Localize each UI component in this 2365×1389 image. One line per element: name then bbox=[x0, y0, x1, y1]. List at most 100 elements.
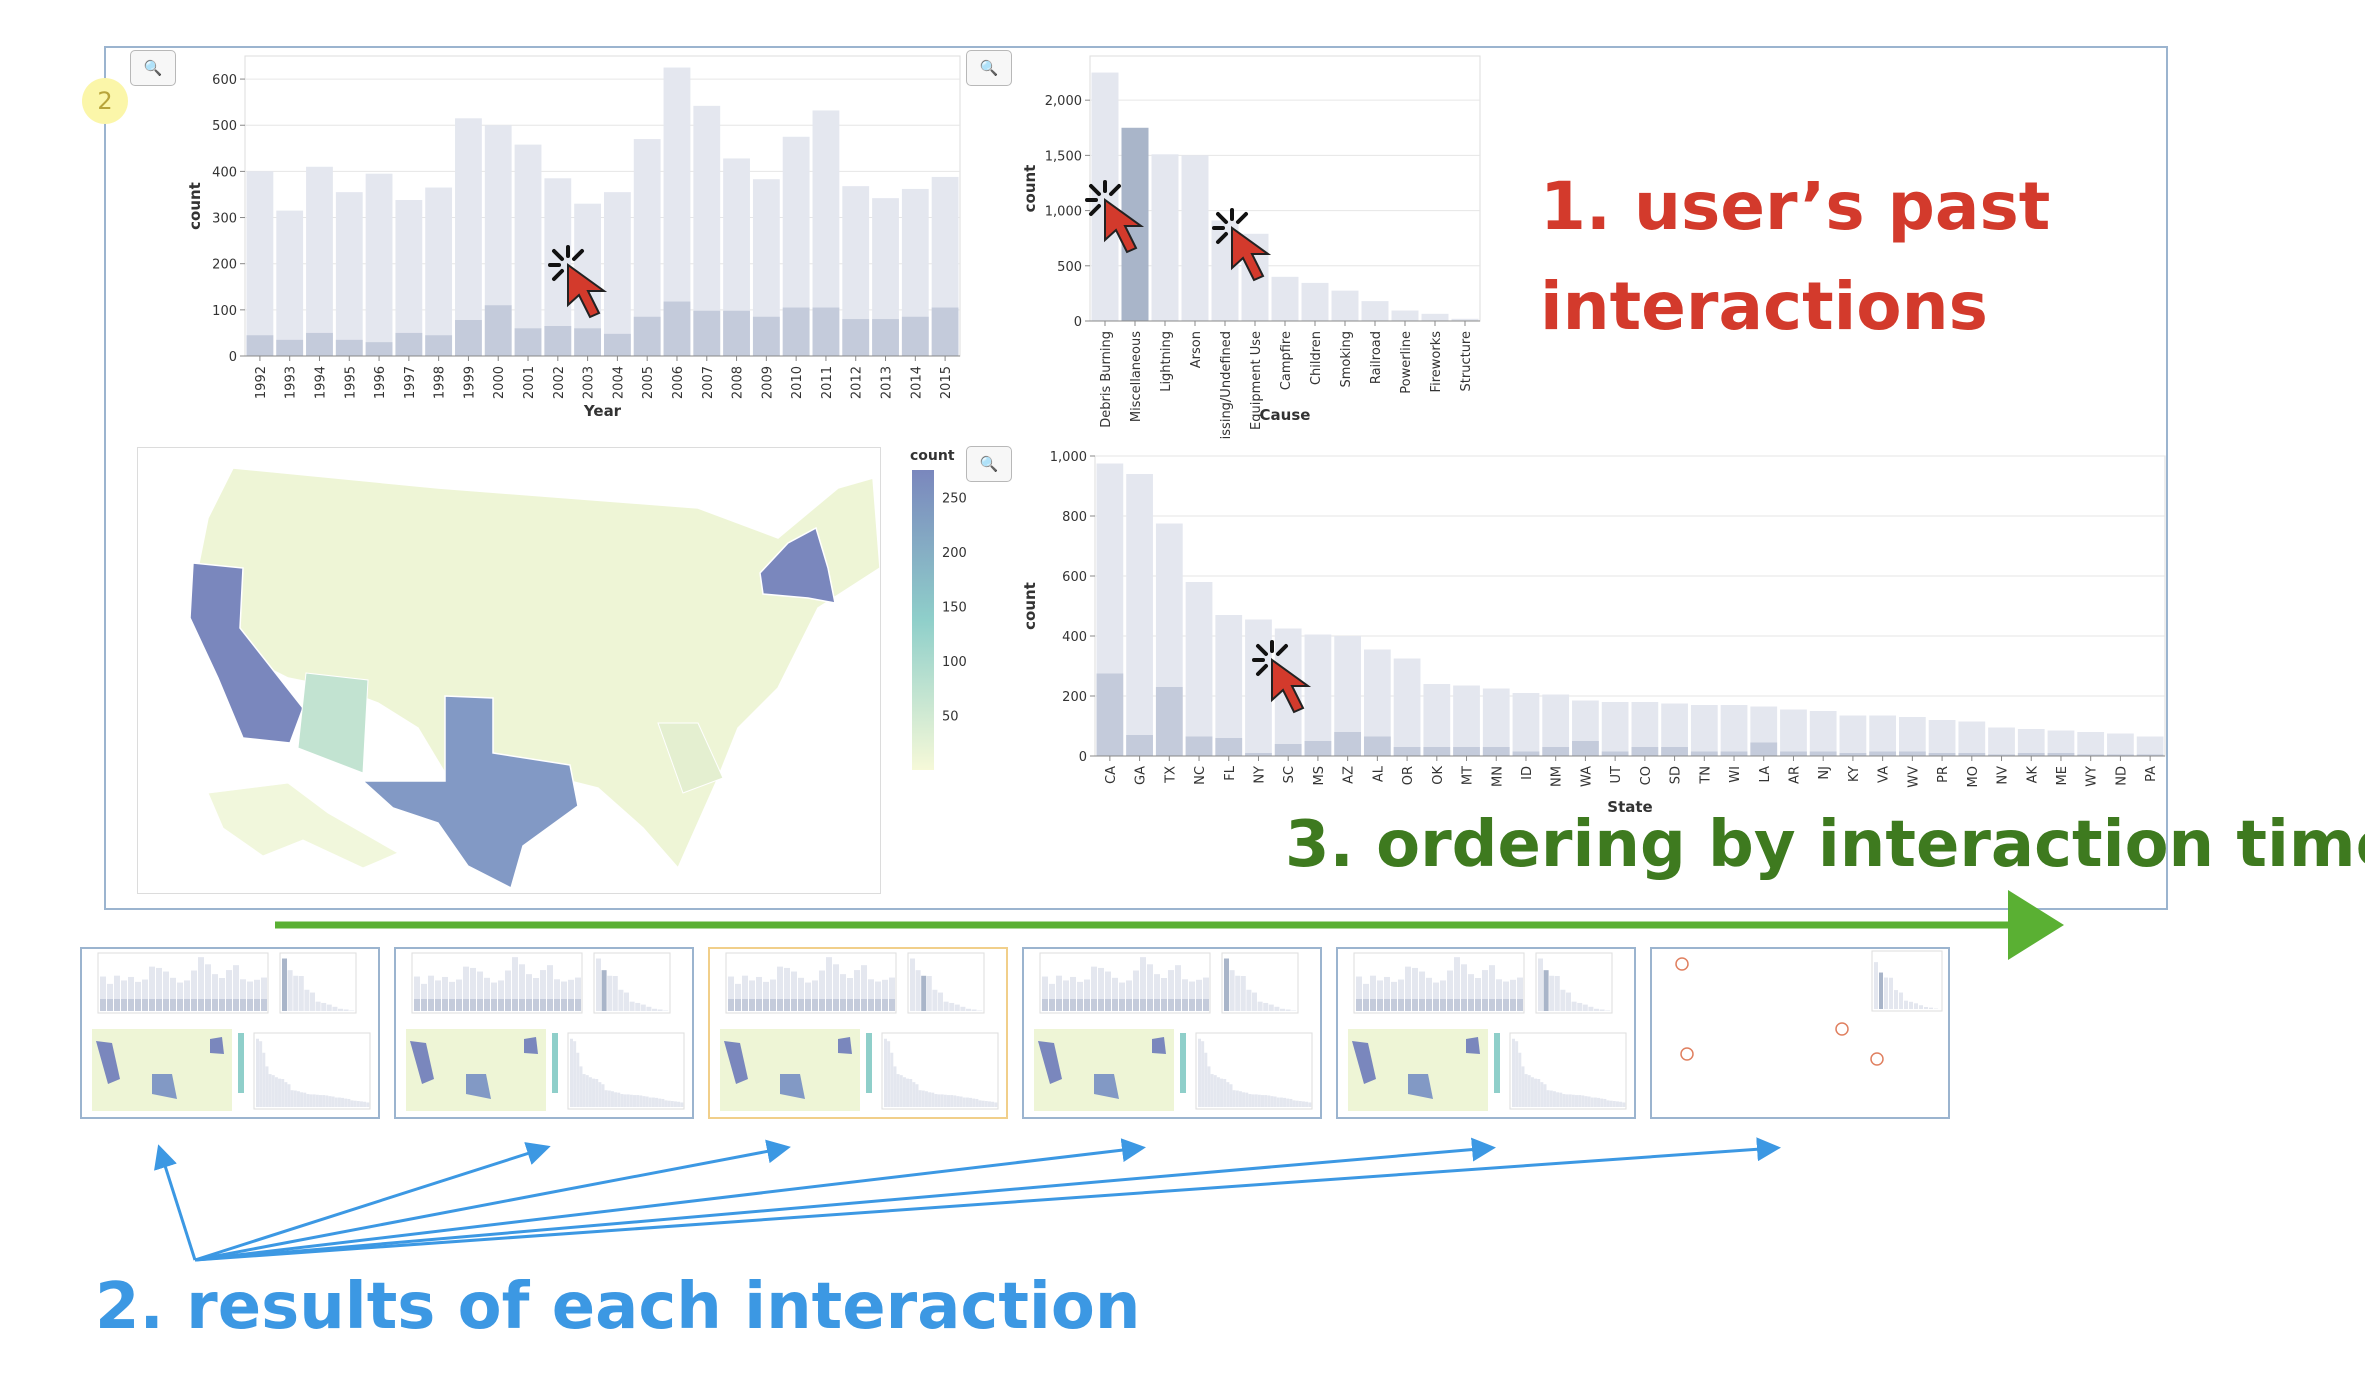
bar-selected[interactable] bbox=[603, 333, 631, 356]
bar[interactable] bbox=[1869, 715, 1897, 757]
bar-selected[interactable] bbox=[1542, 747, 1570, 756]
bar[interactable] bbox=[1211, 220, 1239, 321]
bar-selected[interactable] bbox=[1601, 751, 1629, 757]
us-map-panel[interactable] bbox=[137, 447, 881, 894]
bar[interactable] bbox=[1928, 720, 1956, 756]
bar-selected[interactable] bbox=[1631, 747, 1659, 756]
bar-selected[interactable] bbox=[693, 310, 721, 356]
year-bar-chart[interactable]: 0 100 200 300 400 500 600 1992 1993 1994 1995 1996 1… bbox=[170, 50, 970, 430]
bar-selected[interactable] bbox=[335, 339, 363, 356]
bar-selected[interactable] bbox=[633, 316, 661, 356]
bar[interactable] bbox=[2136, 736, 2164, 757]
bar[interactable] bbox=[1423, 684, 1451, 756]
bar[interactable] bbox=[2047, 730, 2075, 757]
bar[interactable] bbox=[1126, 474, 1153, 756]
history-thumbnail[interactable] bbox=[1022, 947, 1322, 1119]
bar-selected[interactable] bbox=[1928, 753, 1956, 756]
bar-selected[interactable] bbox=[1304, 741, 1332, 756]
bar-selected[interactable] bbox=[1898, 751, 1926, 757]
bar-selected[interactable] bbox=[931, 307, 959, 356]
state-shape[interactable] bbox=[207, 782, 400, 869]
bar[interactable] bbox=[395, 200, 423, 356]
bar[interactable] bbox=[335, 192, 363, 356]
state-bar-chart[interactable]: 0 200 400 600 800 1,000 CA GA TX NC FL NY SC MS AZ AL OR… bbox=[1010, 440, 2170, 820]
bar-selected[interactable] bbox=[1363, 736, 1391, 757]
zoom-button-cause[interactable]: 🔍 bbox=[966, 50, 1012, 86]
bar-selected[interactable] bbox=[1096, 673, 1124, 757]
bar-selected[interactable] bbox=[1809, 751, 1837, 757]
bar[interactable] bbox=[1839, 715, 1867, 757]
bar-selected[interactable] bbox=[1393, 747, 1421, 756]
bar[interactable] bbox=[1391, 310, 1419, 321]
zoom-button-year[interactable]: 🔍 bbox=[130, 50, 176, 86]
state-shape-tx[interactable] bbox=[361, 695, 579, 890]
bar[interactable] bbox=[1451, 318, 1479, 321]
bar-selected[interactable] bbox=[395, 332, 423, 356]
bar-selected[interactable] bbox=[455, 320, 482, 356]
bar[interactable] bbox=[1601, 702, 1629, 756]
bar-selected[interactable] bbox=[1958, 753, 1986, 756]
bar-selected[interactable] bbox=[1215, 738, 1243, 756]
bar-selected[interactable] bbox=[1453, 747, 1480, 756]
bar-selected[interactable] bbox=[663, 301, 691, 356]
state-shape-az[interactable] bbox=[297, 672, 369, 774]
bar-selected[interactable] bbox=[842, 319, 870, 356]
bar-selected[interactable] bbox=[365, 342, 393, 356]
bar[interactable] bbox=[1542, 694, 1570, 757]
bar-selected[interactable] bbox=[276, 339, 304, 356]
state-shape-ny[interactable] bbox=[759, 526, 836, 604]
bar-selected[interactable] bbox=[1572, 741, 1599, 756]
bar[interactable] bbox=[2017, 729, 2045, 756]
bar-selected[interactable] bbox=[1869, 751, 1897, 757]
history-thumbnail[interactable] bbox=[708, 947, 1008, 1119]
bar[interactable] bbox=[1181, 155, 1209, 321]
bar[interactable] bbox=[1361, 301, 1389, 321]
bar-selected[interactable] bbox=[1274, 744, 1302, 756]
bar-selected[interactable] bbox=[514, 328, 542, 356]
bar-selected[interactable] bbox=[1185, 736, 1213, 757]
bar[interactable] bbox=[425, 187, 453, 356]
bar[interactable] bbox=[1331, 290, 1359, 321]
bar[interactable] bbox=[1690, 705, 1718, 756]
bar[interactable] bbox=[1091, 72, 1119, 321]
bar[interactable] bbox=[1809, 711, 1837, 756]
bar-selected[interactable] bbox=[544, 326, 572, 356]
history-thumbnail[interactable] bbox=[1336, 947, 1636, 1119]
bar-selected[interactable] bbox=[1690, 751, 1718, 757]
history-thumbnail[interactable] bbox=[394, 947, 694, 1119]
bar-selected[interactable] bbox=[1334, 732, 1362, 756]
bar[interactable] bbox=[1482, 688, 1510, 757]
bar[interactable] bbox=[1304, 634, 1332, 757]
bar[interactable] bbox=[365, 173, 393, 356]
bar[interactable] bbox=[1215, 615, 1243, 756]
bar[interactable] bbox=[1151, 154, 1179, 321]
bar[interactable] bbox=[455, 118, 482, 356]
bar-selected[interactable] bbox=[1839, 753, 1867, 756]
bar-selected[interactable] bbox=[901, 316, 929, 356]
bar-selected[interactable] bbox=[306, 332, 333, 356]
bar-selected[interactable] bbox=[1423, 747, 1451, 756]
bar-selected[interactable] bbox=[1126, 735, 1153, 756]
bar-selected[interactable] bbox=[1988, 754, 2015, 757]
history-thumbnail[interactable] bbox=[1650, 947, 1950, 1119]
bar-selected[interactable] bbox=[782, 307, 810, 356]
bar[interactable] bbox=[1421, 313, 1449, 321]
bar-selected[interactable] bbox=[2017, 753, 2045, 756]
bar[interactable] bbox=[1988, 727, 2015, 757]
bar[interactable] bbox=[1958, 721, 1986, 757]
history-thumbnail[interactable] bbox=[80, 947, 380, 1119]
bar-selected[interactable] bbox=[752, 316, 780, 356]
bar[interactable] bbox=[1720, 705, 1748, 756]
bar-selected[interactable] bbox=[574, 328, 602, 356]
bar-selected[interactable] bbox=[1482, 747, 1510, 756]
bar[interactable] bbox=[2107, 733, 2134, 757]
bar[interactable] bbox=[1453, 685, 1480, 757]
bar[interactable] bbox=[276, 210, 304, 356]
bar-selected[interactable] bbox=[1780, 751, 1807, 757]
bar-selected[interactable] bbox=[723, 310, 750, 356]
bar[interactable] bbox=[2077, 732, 2105, 756]
bar[interactable] bbox=[1780, 709, 1807, 757]
bar[interactable] bbox=[1898, 717, 1926, 756]
bar-selected[interactable] bbox=[2107, 754, 2134, 757]
cause-bar-chart[interactable]: 0 500 1,000 1,500 2,000 Debris Burning Miscell… bbox=[1010, 50, 1500, 440]
